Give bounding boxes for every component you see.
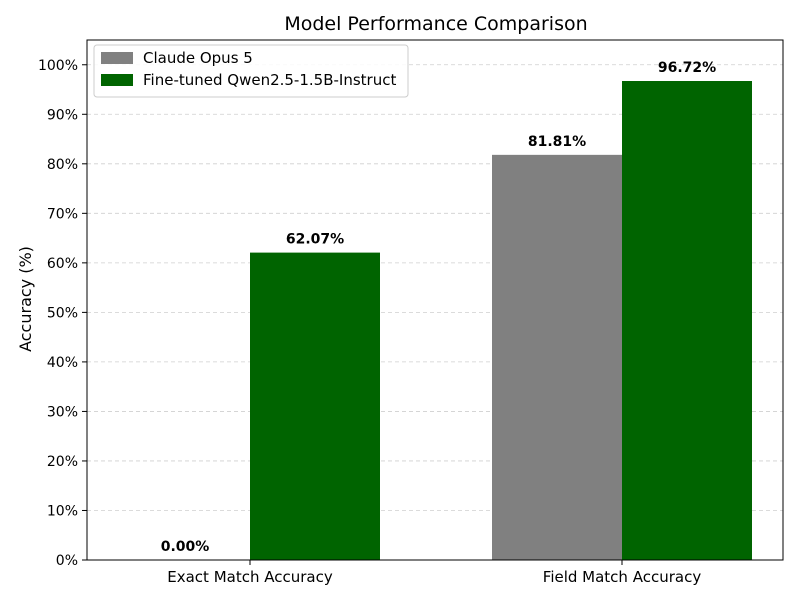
legend-box [93, 44, 409, 98]
data-label: 81.81% [528, 134, 586, 150]
y-axis-label: Accuracy (%) [16, 246, 35, 352]
bar [250, 252, 380, 560]
y-tick-label: 40% [47, 355, 78, 371]
y-tick-label: 30% [47, 404, 78, 420]
legend-swatch [101, 74, 133, 86]
y-tick-label: 20% [47, 454, 78, 470]
legend-swatch [101, 52, 133, 64]
y-tick-label: 50% [47, 305, 78, 321]
y-tick-label: 10% [47, 503, 78, 519]
bar [492, 154, 622, 561]
legend: Claude Opus 5 Fine-tuned Qwen2.5-1.5B-Ins… [93, 44, 409, 98]
plot-area-frame [86, 39, 784, 561]
y-tick-label: 0% [56, 553, 78, 569]
y-tick-label: 100% [38, 58, 78, 74]
y-tick-label: 70% [47, 206, 78, 222]
y-axis-ticks: 0% 10% 20% 30% 40% 50% 60% 70% 80% 90% 100% [38, 58, 87, 569]
x-axis-ticks: Exact Match Accuracy Field Match Accuracy [167, 560, 701, 586]
chart-title: Model Performance Comparison [284, 13, 587, 35]
x-tick-label: Field Match Accuracy [543, 568, 702, 586]
data-labels-group: 0.00% 81.81% 62.07% 96.72% [161, 60, 716, 555]
y-tick-label: 90% [47, 107, 78, 123]
x-tick-label: Exact Match Accuracy [167, 568, 333, 586]
bar [622, 81, 752, 561]
data-label: 96.72% [658, 60, 716, 76]
data-label: 62.07% [286, 232, 344, 248]
y-tick-label: 80% [47, 157, 78, 173]
bars-group [250, 81, 752, 561]
legend-label: Claude Opus 5 [143, 49, 253, 67]
y-tick-label: 60% [47, 256, 78, 272]
legend-label: Fine-tuned Qwen2.5-1.5B-Instruct [143, 71, 396, 89]
data-label: 0.00% [161, 539, 210, 555]
